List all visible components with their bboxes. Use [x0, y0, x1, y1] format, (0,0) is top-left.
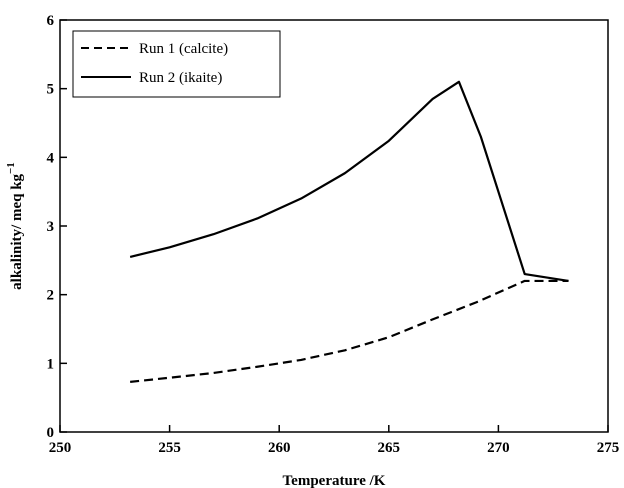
- y-tick-label: 5: [47, 82, 55, 98]
- series-layer: [129, 80, 569, 383]
- y-tick-label: 1: [47, 356, 55, 372]
- x-tick-label: 255: [158, 440, 181, 456]
- y-tick-label: 2: [47, 288, 55, 304]
- legend-label-run-2: Run 2 (ikaite): [139, 70, 222, 86]
- legend: Run 1 (calcite) Run 2 (ikaite): [72, 30, 281, 98]
- x-axis-ticks: 250 255 260 265 270 275: [49, 425, 620, 456]
- series-line-run-2: [129, 80, 569, 283]
- x-tick-label: 260: [268, 440, 291, 456]
- x-tick-label: 275: [597, 440, 620, 456]
- y-tick-label: 3: [47, 219, 55, 235]
- y-tick-label: 0: [47, 425, 55, 441]
- axes: 250 255 260 265 270 275 0 1 2 3 4 5 6: [47, 13, 620, 456]
- y-tick-label: 4: [47, 150, 55, 166]
- x-axis-title: Temperature /K: [283, 473, 386, 488]
- series-line-run-1: [130, 279, 569, 383]
- legend-label-run-1: Run 1 (calcite): [139, 41, 228, 57]
- x-tick-label: 265: [378, 440, 401, 456]
- y-tick-label: 6: [47, 13, 55, 29]
- y-axis-title-unit-exponent: −1: [5, 162, 17, 174]
- y-axis-title: alkalinity/ meq kg−1: [5, 162, 25, 290]
- y-axis-title-main: alkalinity/ meq kg: [9, 173, 25, 289]
- x-tick-label: 250: [49, 440, 72, 456]
- legend-box: [72, 30, 281, 98]
- y-axis-ticks: 0 1 2 3 4 5 6: [47, 13, 67, 441]
- x-tick-label: 270: [487, 440, 510, 456]
